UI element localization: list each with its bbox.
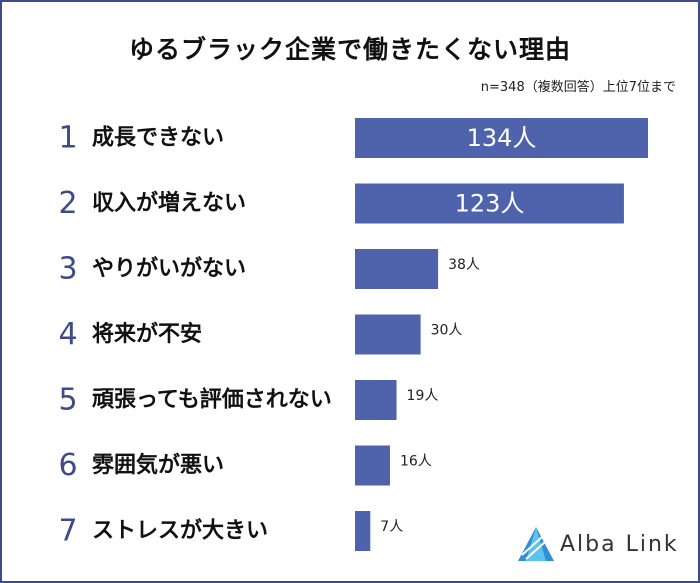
brand-logo: Alba Link: [516, 525, 679, 565]
category-label: やりがいがない: [92, 256, 246, 282]
rank-label: 1: [58, 121, 77, 156]
rank-label: 2: [58, 186, 77, 221]
value-label: 123人: [455, 190, 525, 218]
bar: [355, 249, 439, 289]
bar: [355, 380, 397, 420]
value-label: 38人: [448, 257, 480, 273]
value-label: 7人: [380, 519, 403, 535]
value-label: 30人: [431, 323, 463, 339]
bar: [355, 511, 371, 551]
value-label: 19人: [407, 388, 439, 404]
bar: [355, 445, 390, 486]
rank-label: 5: [58, 383, 77, 418]
rank-label: 6: [58, 448, 77, 483]
category-label: 収入が増えない: [92, 190, 246, 216]
bar: [355, 118, 648, 158]
bar: [355, 183, 624, 224]
bar: [355, 314, 421, 355]
category-label: 雰囲気が悪い: [92, 452, 224, 478]
category-label: 将来が不安: [92, 321, 202, 347]
brand-name: Alba Link: [560, 532, 679, 557]
value-label: 134人: [467, 124, 537, 152]
category-label: 頑張っても評価されない: [92, 387, 332, 413]
rank-label: 3: [58, 252, 77, 287]
logo-icon: [518, 527, 554, 561]
rank-label: 7: [58, 514, 77, 549]
sample-note: n=348（複数回答）上位7位まで: [480, 80, 676, 95]
rank-label: 4: [58, 317, 77, 352]
value-label: 16人: [400, 454, 432, 470]
chart-title: ゆるブラック企業で働きたくない理由: [128, 35, 571, 64]
category-label: 成長できない: [92, 126, 224, 151]
category-label: ストレスが大きい: [92, 518, 268, 544]
